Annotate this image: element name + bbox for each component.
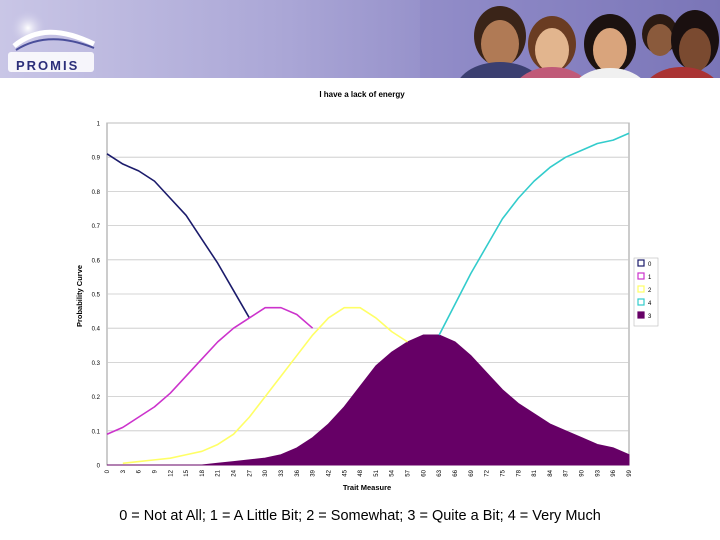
y-tick-label: 0.2 — [92, 395, 101, 401]
logo-text: PROMIS — [16, 58, 80, 73]
x-tick-label: 6 — [137, 469, 143, 473]
series-line-4 — [438, 132, 630, 336]
area-layer — [107, 334, 630, 466]
x-tick-label: 3 — [121, 469, 127, 473]
x-tick-label: 9 — [152, 469, 158, 473]
series-line-0 — [106, 153, 251, 319]
probability-chart: I have a lack of energy 0 0.1 0.2 0.3 0.4 0.5… — [75, 90, 659, 492]
x-tick-label: 54 — [390, 469, 396, 476]
x-axis-ticks: 0 3 6 9 12 15 18 21 24 27 30 33 36 39 42 45 48 51 54 57 60 63… — [105, 469, 633, 476]
x-tick-label: 63 — [437, 469, 443, 476]
y-tick-label: 0.9 — [92, 156, 101, 162]
y-tick-label: 1 — [97, 122, 101, 128]
x-tick-label: 36 — [295, 469, 301, 476]
x-axis-label: Trait Measure — [343, 483, 391, 492]
legend-label-3: 3 — [648, 314, 652, 320]
x-tick-label: 87 — [564, 469, 570, 476]
x-tick-label: 39 — [311, 469, 317, 476]
legend: 0 1 2 4 3 — [633, 257, 659, 327]
legend-label-2: 2 — [648, 288, 652, 294]
x-tick-label: 42 — [326, 469, 332, 476]
series-area-3 — [107, 334, 630, 466]
x-tick-label: 81 — [532, 469, 538, 476]
chart-title: I have a lack of energy — [319, 90, 405, 99]
x-tick-label: 96 — [611, 469, 617, 476]
legend-swatch-1 — [637, 272, 645, 280]
x-tick-label: 33 — [279, 469, 285, 476]
series-line-2 — [122, 306, 408, 465]
legend-label-1: 1 — [648, 275, 652, 281]
x-tick-label: 99 — [627, 469, 633, 476]
y-axis-ticks: 0 0.1 0.2 0.3 0.4 0.5 0.6 0.7 0.8 0.9 1 — [92, 122, 101, 470]
legend-label-0: 0 — [648, 262, 652, 268]
x-tick-label: 27 — [247, 469, 253, 476]
x-tick-label: 30 — [263, 469, 269, 476]
promis-swoosh-icon — [8, 10, 96, 72]
x-tick-label: 60 — [421, 469, 427, 476]
y-tick-label: 0.1 — [92, 429, 101, 435]
line-layer — [106, 132, 630, 465]
caption: 0 = Not at All; 1 = A Little Bit; 2 = So… — [119, 508, 601, 524]
x-tick-label: 66 — [453, 469, 459, 476]
promis-logo: PROMIS — [6, 6, 98, 74]
y-tick-label: 0.3 — [92, 361, 101, 367]
legend-swatch-2 — [637, 285, 645, 293]
x-tick-label: 78 — [516, 469, 522, 476]
x-tick-label: 69 — [469, 469, 475, 476]
x-tick-label: 57 — [406, 469, 412, 476]
series-line-1 — [106, 306, 314, 435]
x-tick-label: 75 — [500, 469, 506, 476]
y-tick-label: 0.8 — [92, 190, 101, 196]
x-tick-label: 15 — [184, 469, 190, 476]
x-tick-label: 48 — [358, 469, 364, 476]
y-tick-label: 0.4 — [92, 327, 101, 333]
y-tick-label: 0.6 — [92, 258, 101, 264]
x-tick-label: 72 — [485, 469, 491, 476]
x-tick-label: 24 — [232, 469, 238, 476]
x-tick-label: 18 — [200, 469, 206, 476]
legend-swatch-4 — [637, 298, 645, 306]
legend-label-4: 4 — [648, 301, 652, 307]
y-tick-label: 0 — [97, 464, 101, 470]
x-tick-label: 45 — [342, 469, 348, 476]
x-tick-label: 90 — [580, 469, 586, 476]
gridlines — [107, 122, 629, 432]
legend-swatch-0 — [637, 259, 645, 267]
people-photo — [420, 0, 720, 78]
x-tick-label: 21 — [216, 469, 222, 476]
y-tick-label: 0.7 — [92, 224, 101, 230]
x-tick-label: 12 — [168, 469, 174, 476]
x-tick-label: 93 — [595, 469, 601, 476]
header-banner: PROMIS — [0, 0, 720, 78]
legend-swatch-3 — [637, 311, 645, 319]
y-tick-label: 0.5 — [92, 293, 101, 299]
x-tick-label: 84 — [548, 469, 554, 476]
x-tick-label: 0 — [105, 469, 111, 473]
y-axis-label: Probability Curve — [75, 265, 84, 327]
x-tick-label: 51 — [374, 469, 380, 476]
